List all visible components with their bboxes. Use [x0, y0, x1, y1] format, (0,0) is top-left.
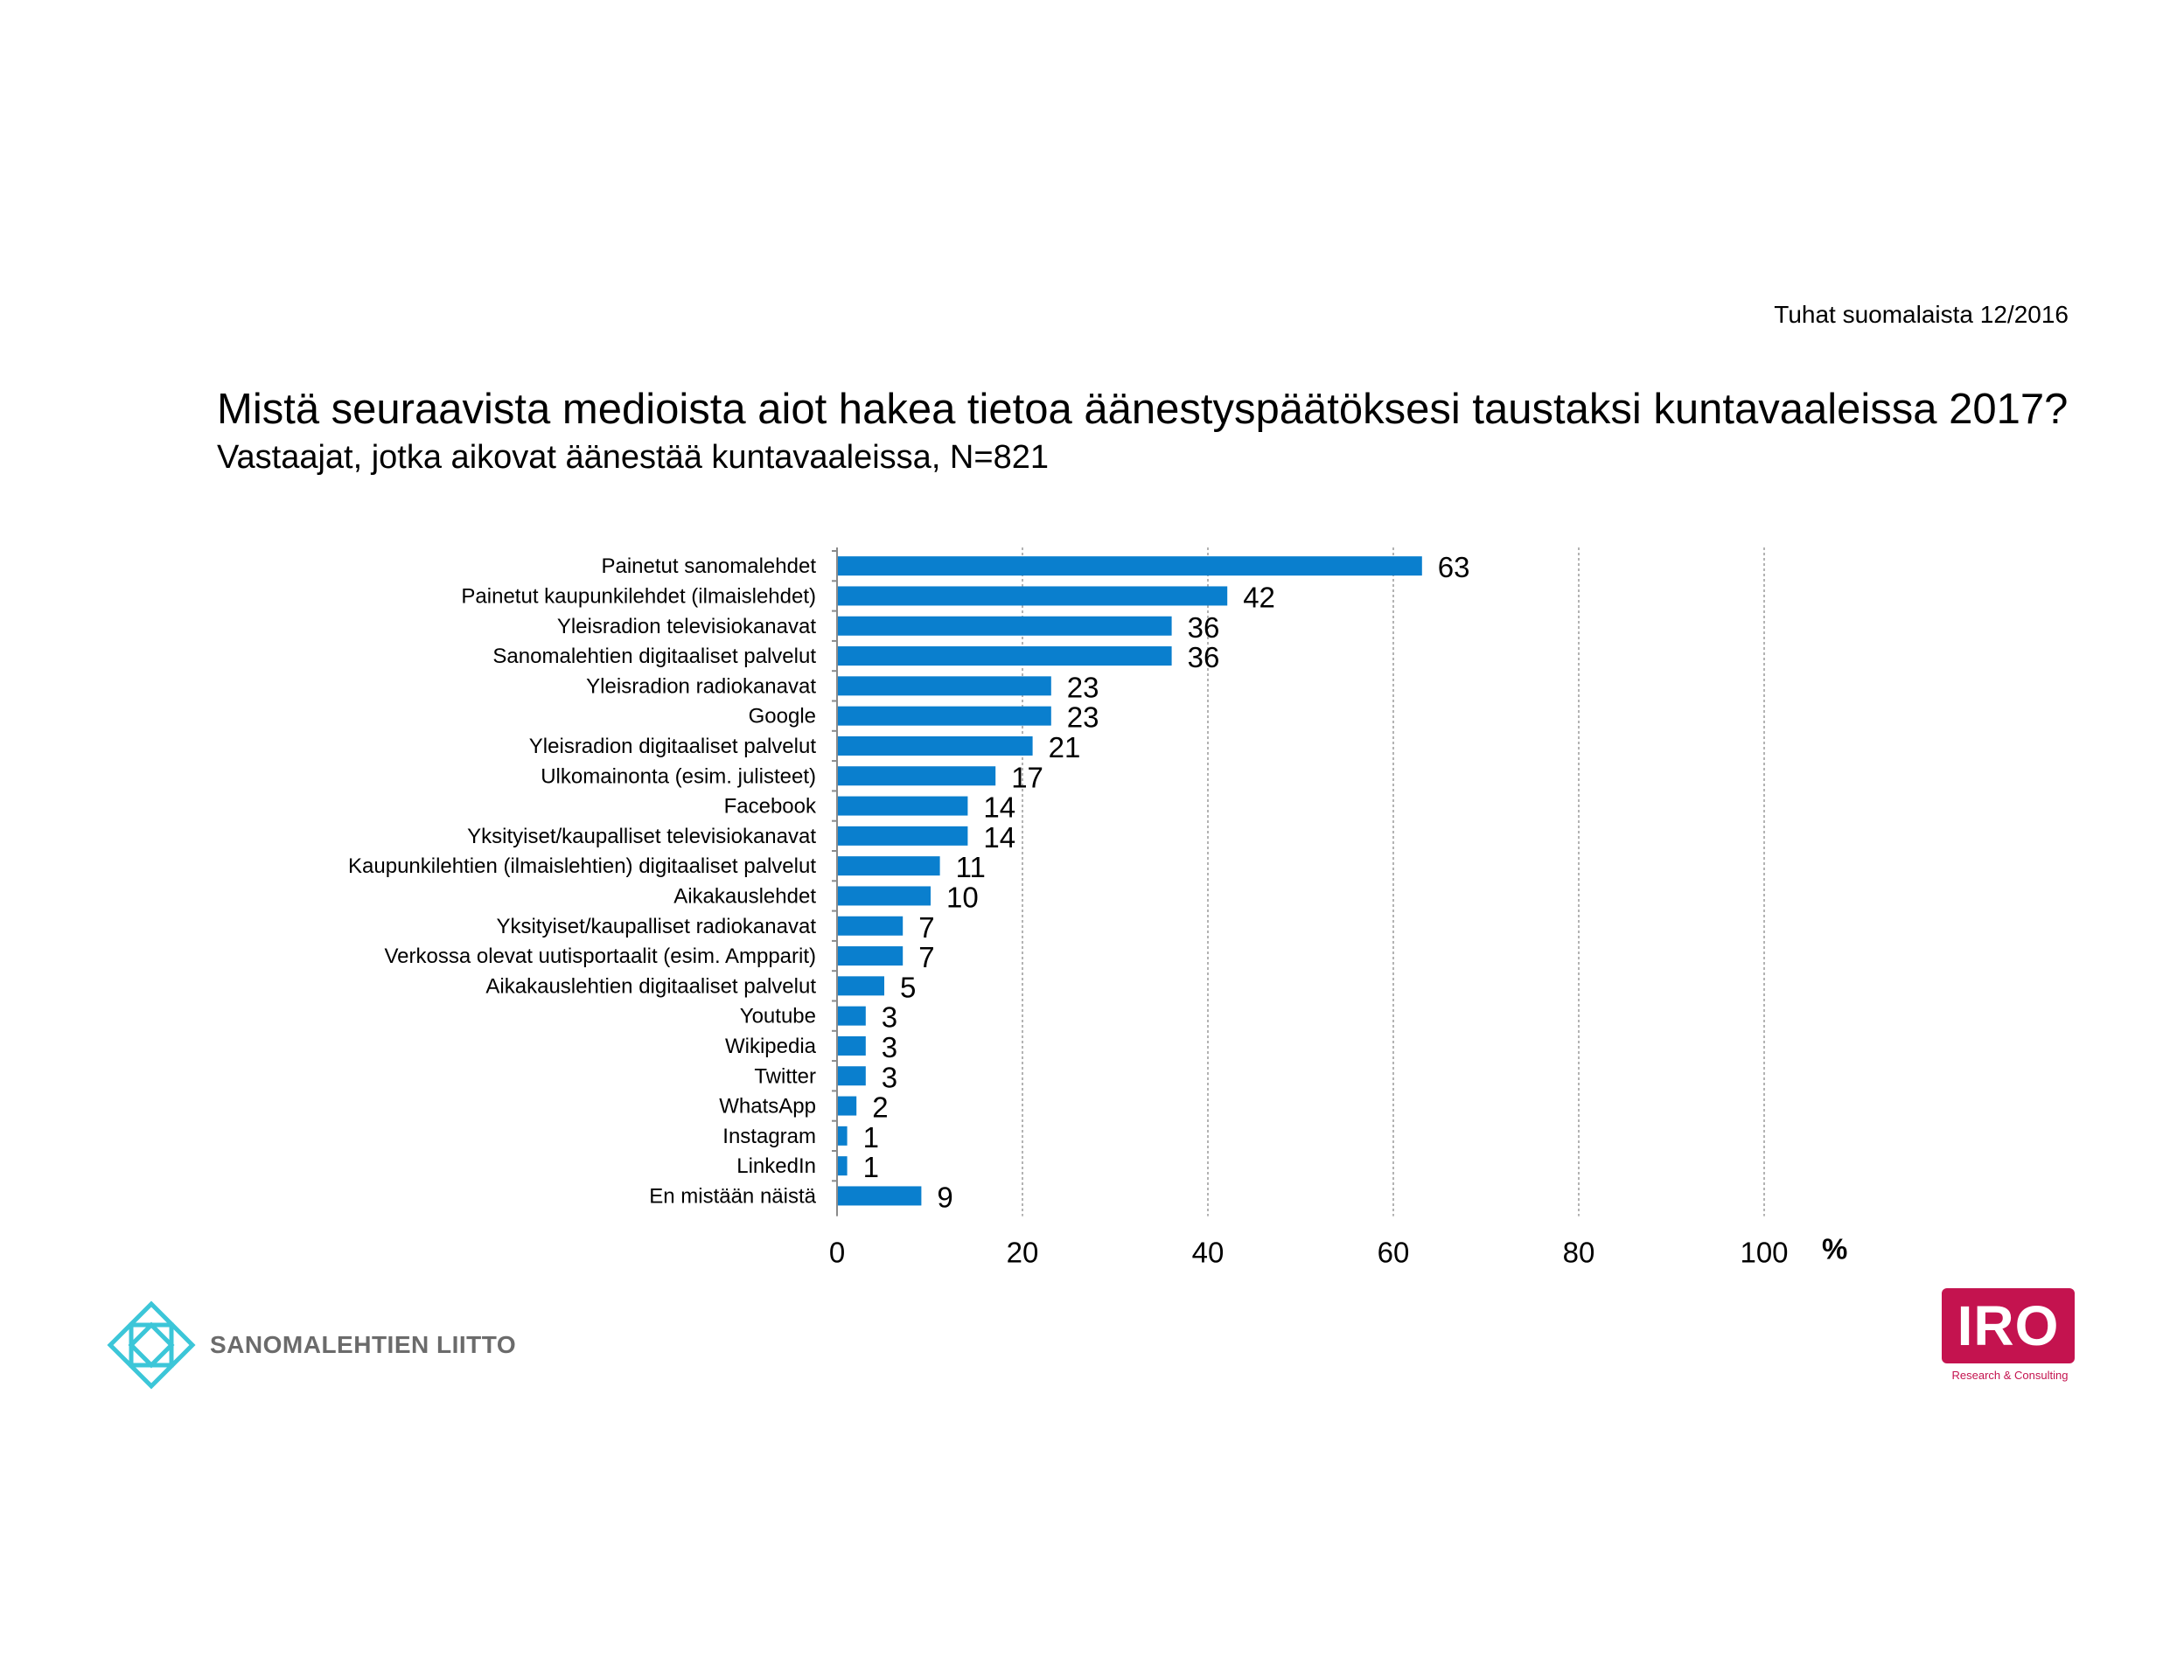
category-label: WhatsApp — [719, 1095, 816, 1119]
bar — [838, 556, 1422, 576]
category-label: Kaupunkilehtien (ilmaislehtien) digitaal… — [348, 854, 816, 878]
data-label: 36 — [1188, 641, 1220, 673]
bar — [838, 1035, 866, 1056]
data-label: 36 — [1188, 611, 1220, 644]
category-label: Ulkomainonta (esim. julisteet) — [541, 764, 816, 788]
category-label: Yksityiset/kaupalliset televisiokanavat — [467, 825, 816, 848]
bar — [838, 856, 940, 876]
category-label: Sanomalehtien digitaaliset palvelut — [492, 645, 816, 668]
bar — [838, 676, 1051, 696]
iro-logo-subtitle: Research & Consulting — [1951, 1369, 2069, 1382]
data-label: 3 — [882, 1031, 897, 1063]
category-label: Painetut kaupunkilehdet (ilmaislehdet) — [461, 584, 816, 608]
x-tick-label: 60 — [1378, 1237, 1410, 1269]
category-label: Yleisradion digitaaliset palvelut — [529, 735, 817, 758]
category-label: Wikipedia — [725, 1035, 817, 1058]
bar — [838, 586, 1228, 606]
data-label: 1 — [863, 1121, 879, 1154]
data-label: 17 — [1011, 761, 1043, 793]
data-label: 7 — [918, 941, 934, 973]
data-label: 9 — [937, 1181, 952, 1213]
category-label: Facebook — [724, 795, 817, 819]
bar — [838, 796, 968, 816]
x-tick-label: 20 — [1007, 1237, 1039, 1269]
source-note: Tuhat suomalaista 12/2016 — [1774, 301, 2069, 328]
x-tick-label: 40 — [1192, 1237, 1225, 1269]
data-label: 2 — [872, 1091, 888, 1124]
data-label: 3 — [882, 1001, 897, 1034]
data-label: 23 — [1067, 671, 1099, 703]
category-label: Google — [749, 705, 816, 728]
bar-chart: Painetut sanomalehdet 63 Painetut kaupunki… — [348, 547, 1847, 1269]
data-label: 21 — [1049, 731, 1081, 763]
bar — [838, 735, 1033, 756]
bar — [838, 706, 1051, 726]
bar — [838, 1096, 857, 1116]
category-label: Youtube — [740, 1005, 816, 1028]
sanomalehtien-liitto-logo: SANOMALEHTIEN LIITTO — [105, 1299, 516, 1391]
left-logo-text: SANOMALEHTIEN LIITTO — [210, 1331, 517, 1358]
iro-logo-box: IRO — [1942, 1288, 2075, 1363]
diamond-logo-icon — [107, 1300, 196, 1390]
iro-logo-text: IRO — [1957, 1294, 2060, 1357]
category-label: Yleisradion radiokanavat — [586, 674, 816, 698]
iro-logo: IRO Research & Consulting — [1942, 1288, 2078, 1382]
data-label: 63 — [1438, 551, 1470, 583]
data-label: 3 — [882, 1061, 897, 1093]
data-label: 42 — [1243, 581, 1275, 613]
data-label: 7 — [918, 911, 934, 944]
category-label: Painetut sanomalehdet — [601, 554, 816, 578]
data-label: 14 — [983, 791, 1015, 824]
data-label: 10 — [946, 881, 979, 913]
data-label: 23 — [1067, 701, 1099, 734]
chart-title: Mistä seuraavista medioista aiot hakea t… — [217, 386, 2069, 433]
category-label: Instagram — [722, 1125, 816, 1148]
category-label: En mistään näistä — [649, 1184, 816, 1208]
bar — [838, 766, 996, 786]
bar — [838, 826, 968, 846]
bar — [838, 1126, 848, 1146]
category-label: Aikakauslehtien digitaaliset palvelut — [485, 974, 816, 998]
x-tick-label: 80 — [1563, 1237, 1595, 1269]
bar — [838, 976, 884, 996]
data-label: 14 — [983, 821, 1015, 854]
bar — [838, 1006, 866, 1026]
bar — [838, 1156, 848, 1176]
bar — [838, 886, 931, 906]
bar — [838, 616, 1172, 636]
x-tick-label: 0 — [829, 1237, 845, 1269]
category-label: Aikakauslehdet — [673, 884, 816, 908]
unit-label: % — [1822, 1233, 1847, 1265]
category-label: Twitter — [754, 1064, 816, 1088]
chart-subtitle: Vastaajat, jotka aikovat äänestää kuntav… — [217, 439, 1049, 476]
bar — [838, 1186, 922, 1206]
category-label: Yleisradion televisiokanavat — [557, 615, 817, 638]
data-label: 11 — [956, 851, 986, 883]
bar — [838, 916, 904, 936]
x-tick-label: 100 — [1740, 1237, 1788, 1269]
bar — [838, 1066, 866, 1086]
category-label: LinkedIn — [736, 1154, 816, 1178]
category-label: Yksityiset/kaupalliset radiokanavat — [496, 915, 816, 938]
bar — [838, 946, 904, 966]
category-label: Verkossa olevat uutisportaalit (esim. Am… — [384, 945, 816, 968]
data-label: 5 — [900, 971, 916, 1003]
bar — [838, 646, 1172, 666]
data-label: 1 — [863, 1151, 879, 1183]
